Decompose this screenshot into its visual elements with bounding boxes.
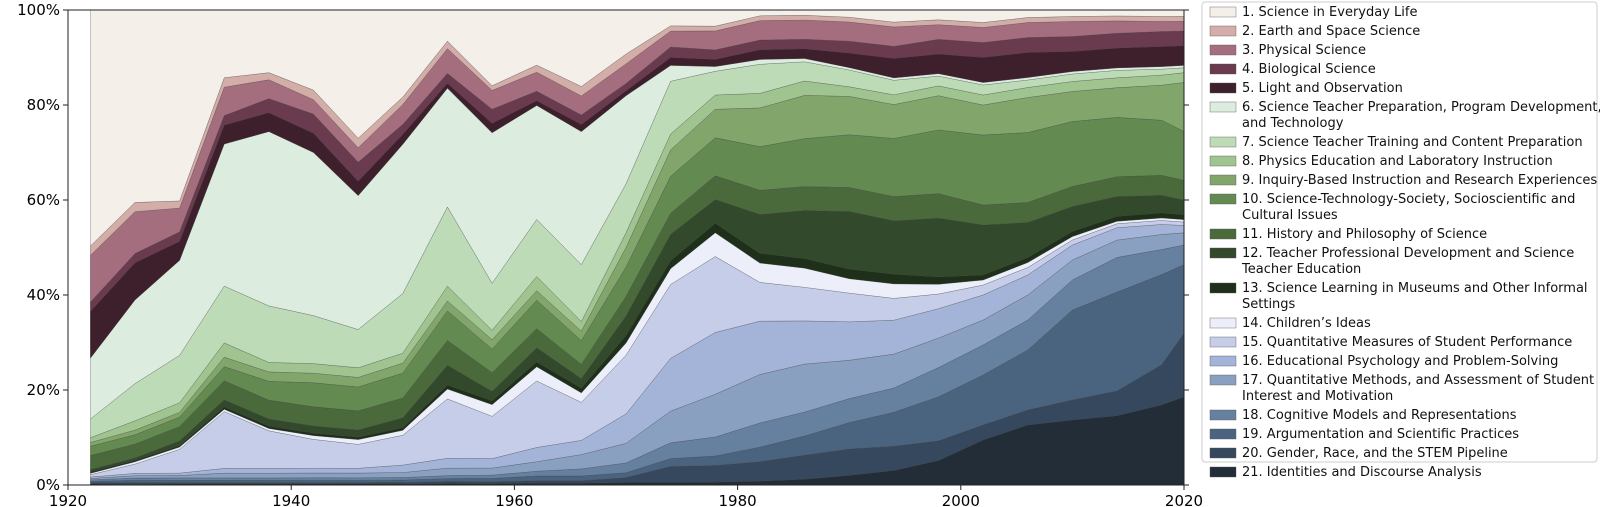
- legend-swatch: [1209, 193, 1237, 205]
- plot-frame: [67, 9, 1185, 486]
- legend-swatch: [1209, 374, 1237, 386]
- areas-layer: [68, 9, 1185, 486]
- y-tick-label: 0%: [36, 476, 60, 494]
- legend-label: 17. Quantitative Methods, and Assessment…: [1242, 373, 1594, 388]
- legend-swatch: [1209, 355, 1237, 367]
- legend: 1. Science in Everyday Life 2. Earth and …: [1201, 1, 1600, 480]
- legend-label: 1. Science in Everyday Life: [1242, 5, 1417, 20]
- legend-swatch: [1209, 447, 1237, 459]
- legend-swatch: [1209, 282, 1237, 294]
- legend-swatch: [1209, 466, 1237, 478]
- legend-swatch: [1209, 174, 1237, 186]
- legend-label: 4. Biological Science: [1242, 62, 1376, 77]
- legend-swatch: [1209, 101, 1237, 113]
- legend-swatch: [1209, 336, 1237, 348]
- x-tick-label: 2000: [942, 492, 980, 507]
- y-tick-label: 100%: [17, 1, 60, 19]
- legend-label: Teacher Education: [1241, 262, 1361, 277]
- legend-swatch: [1209, 136, 1237, 148]
- y-tick-label: 40%: [27, 286, 60, 304]
- legend-label: 20. Gender, Race, and the STEM Pipeline: [1242, 446, 1508, 461]
- legend-label: 19. Argumentation and Scientific Practic…: [1242, 427, 1519, 442]
- x-tick-label: 1940: [272, 492, 310, 507]
- legend-swatch: [1209, 317, 1237, 329]
- legend-swatch: [1209, 155, 1237, 167]
- legend-label: 5. Light and Observation: [1242, 81, 1403, 96]
- legend-label: 9. Inquiry-Based Instruction and Researc…: [1242, 173, 1597, 188]
- legend-label: Cultural Issues: [1242, 208, 1338, 223]
- legend-label: and Technology: [1242, 116, 1344, 131]
- legend-label: 6. Science Teacher Preparation, Program …: [1242, 100, 1600, 115]
- legend-label: 11. History and Philosophy of Science: [1242, 227, 1487, 242]
- legend-swatch: [1209, 82, 1237, 94]
- x-tick-label: 2020: [1165, 492, 1203, 507]
- legend-label: 2. Earth and Space Science: [1242, 24, 1420, 39]
- legend-label: 21. Identities and Discourse Analysis: [1242, 465, 1482, 480]
- legend-label: 15. Quantitative Measures of Student Per…: [1242, 335, 1572, 350]
- legend-label: 10. Science-Technology-Society, Sociosci…: [1242, 192, 1575, 207]
- legend-swatch: [1209, 228, 1237, 240]
- legend-swatch: [1209, 428, 1237, 440]
- legend-swatch: [1209, 6, 1237, 18]
- x-tick-label: 1920: [49, 492, 87, 507]
- legend-swatch: [1209, 63, 1237, 75]
- legend-label: Settings: [1242, 297, 1296, 312]
- legend-label: 8. Physics Education and Laboratory Inst…: [1242, 154, 1553, 169]
- legend-label: 3. Physical Science: [1242, 43, 1366, 58]
- legend-label: Interest and Motivation: [1242, 389, 1393, 404]
- legend-box: [1201, 1, 1598, 463]
- legend-label: 13. Science Learning in Museums and Othe…: [1242, 281, 1588, 296]
- legend-swatch: [1209, 247, 1237, 259]
- axes-layer: 0% 20% 40% 60% 80% 100% 1920 1940 1960 1980 2000 20…: [17, 1, 1203, 507]
- legend-swatch: [1209, 409, 1237, 421]
- legend-label: 16. Educational Psychology and Problem-S…: [1242, 354, 1558, 369]
- legend-label: 14. Children’s Ideas: [1242, 316, 1371, 331]
- x-tick-label: 1980: [719, 492, 757, 507]
- legend-swatch: [1209, 44, 1237, 56]
- legend-label: 7. Science Teacher Training and Content …: [1242, 135, 1583, 150]
- y-tick-label: 80%: [27, 96, 60, 114]
- legend-label: 12. Teacher Professional Development and…: [1242, 246, 1574, 261]
- legend-label: 18. Cognitive Models and Representations: [1242, 408, 1517, 423]
- x-tick-label: 1960: [495, 492, 533, 507]
- y-tick-label: 60%: [27, 191, 60, 209]
- y-tick-label: 20%: [27, 381, 60, 399]
- legend-swatch: [1209, 25, 1237, 37]
